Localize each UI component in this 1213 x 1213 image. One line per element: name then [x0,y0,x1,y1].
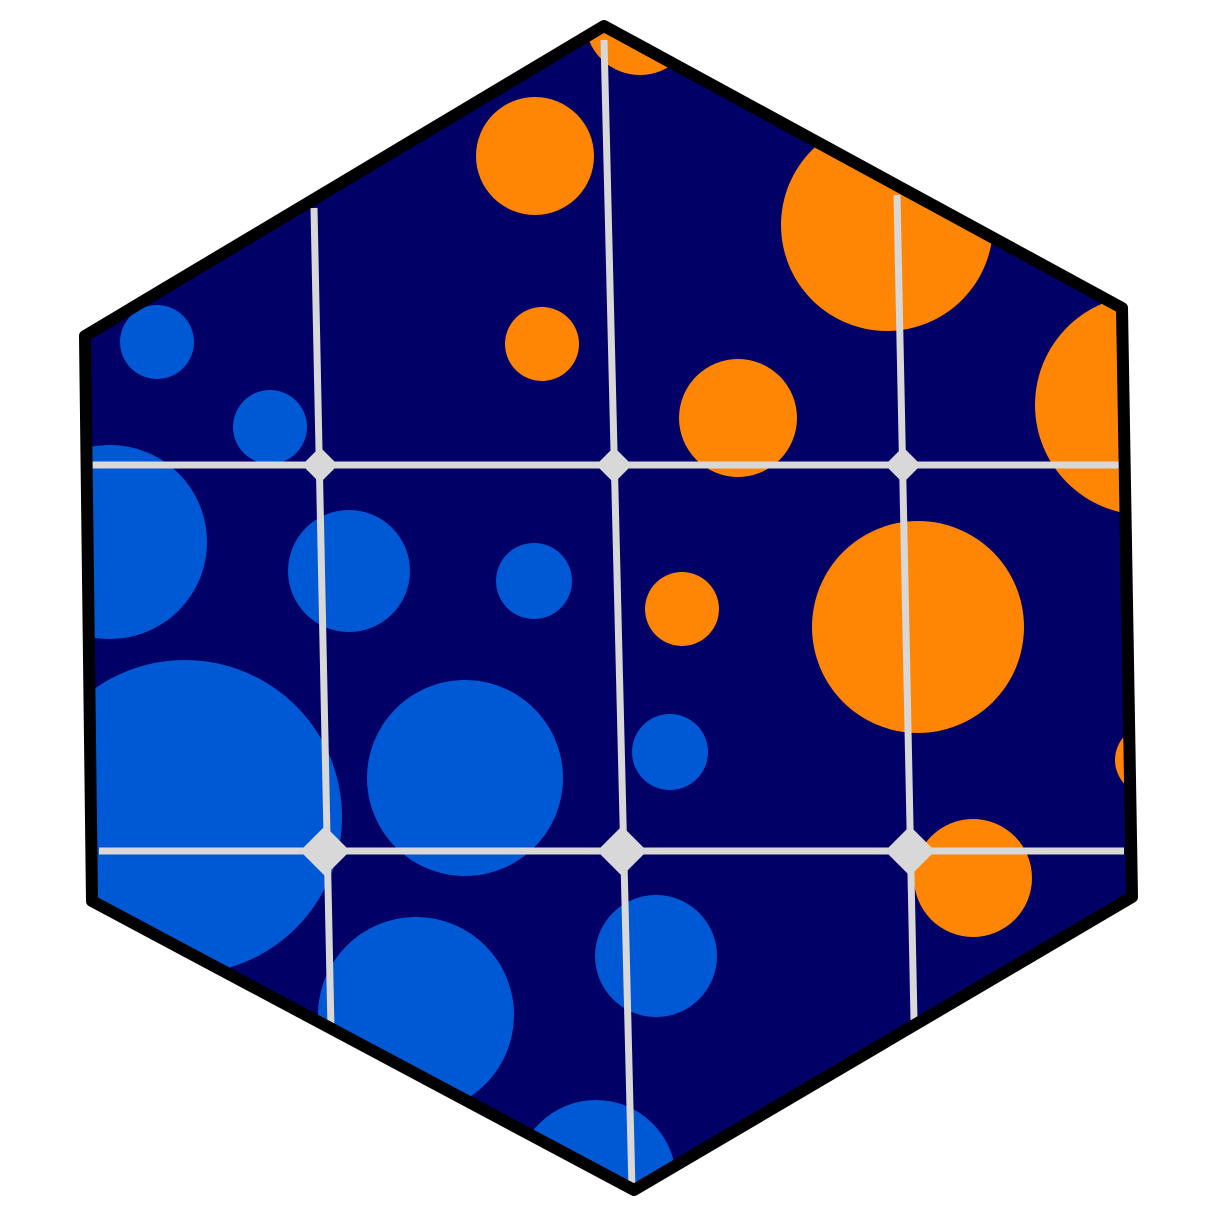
blue-dot [288,510,410,632]
orange-dot [1035,295,1132,515]
blue-dots [85,305,717,1190]
grid-node [596,447,632,483]
blue-dot [85,660,342,974]
orange-dot [812,521,1024,733]
blue-dot [120,305,194,379]
blue-dot [367,680,563,876]
blue-dot [595,895,717,1017]
blue-dot [632,714,708,790]
grid-nodes [300,447,935,876]
orange-dot [679,359,797,477]
hexagon-outline [79,20,1138,1196]
orange-dot [645,572,719,646]
grid-node [302,447,338,483]
grid-node [300,826,350,876]
orange-dot [505,307,579,381]
orange-dot [914,819,1032,937]
grid-node [885,447,921,483]
grid-vertical-line [600,39,636,1190]
blue-dot [233,390,307,464]
orange-dot [476,97,594,215]
grid-vertical-line [310,207,335,1031]
blue-dot [85,445,207,639]
grid-node [885,826,935,876]
grid-vertical-line [893,194,918,1021]
blue-dot [496,543,572,619]
blue-dot [318,917,514,1113]
grid-node [597,826,647,876]
